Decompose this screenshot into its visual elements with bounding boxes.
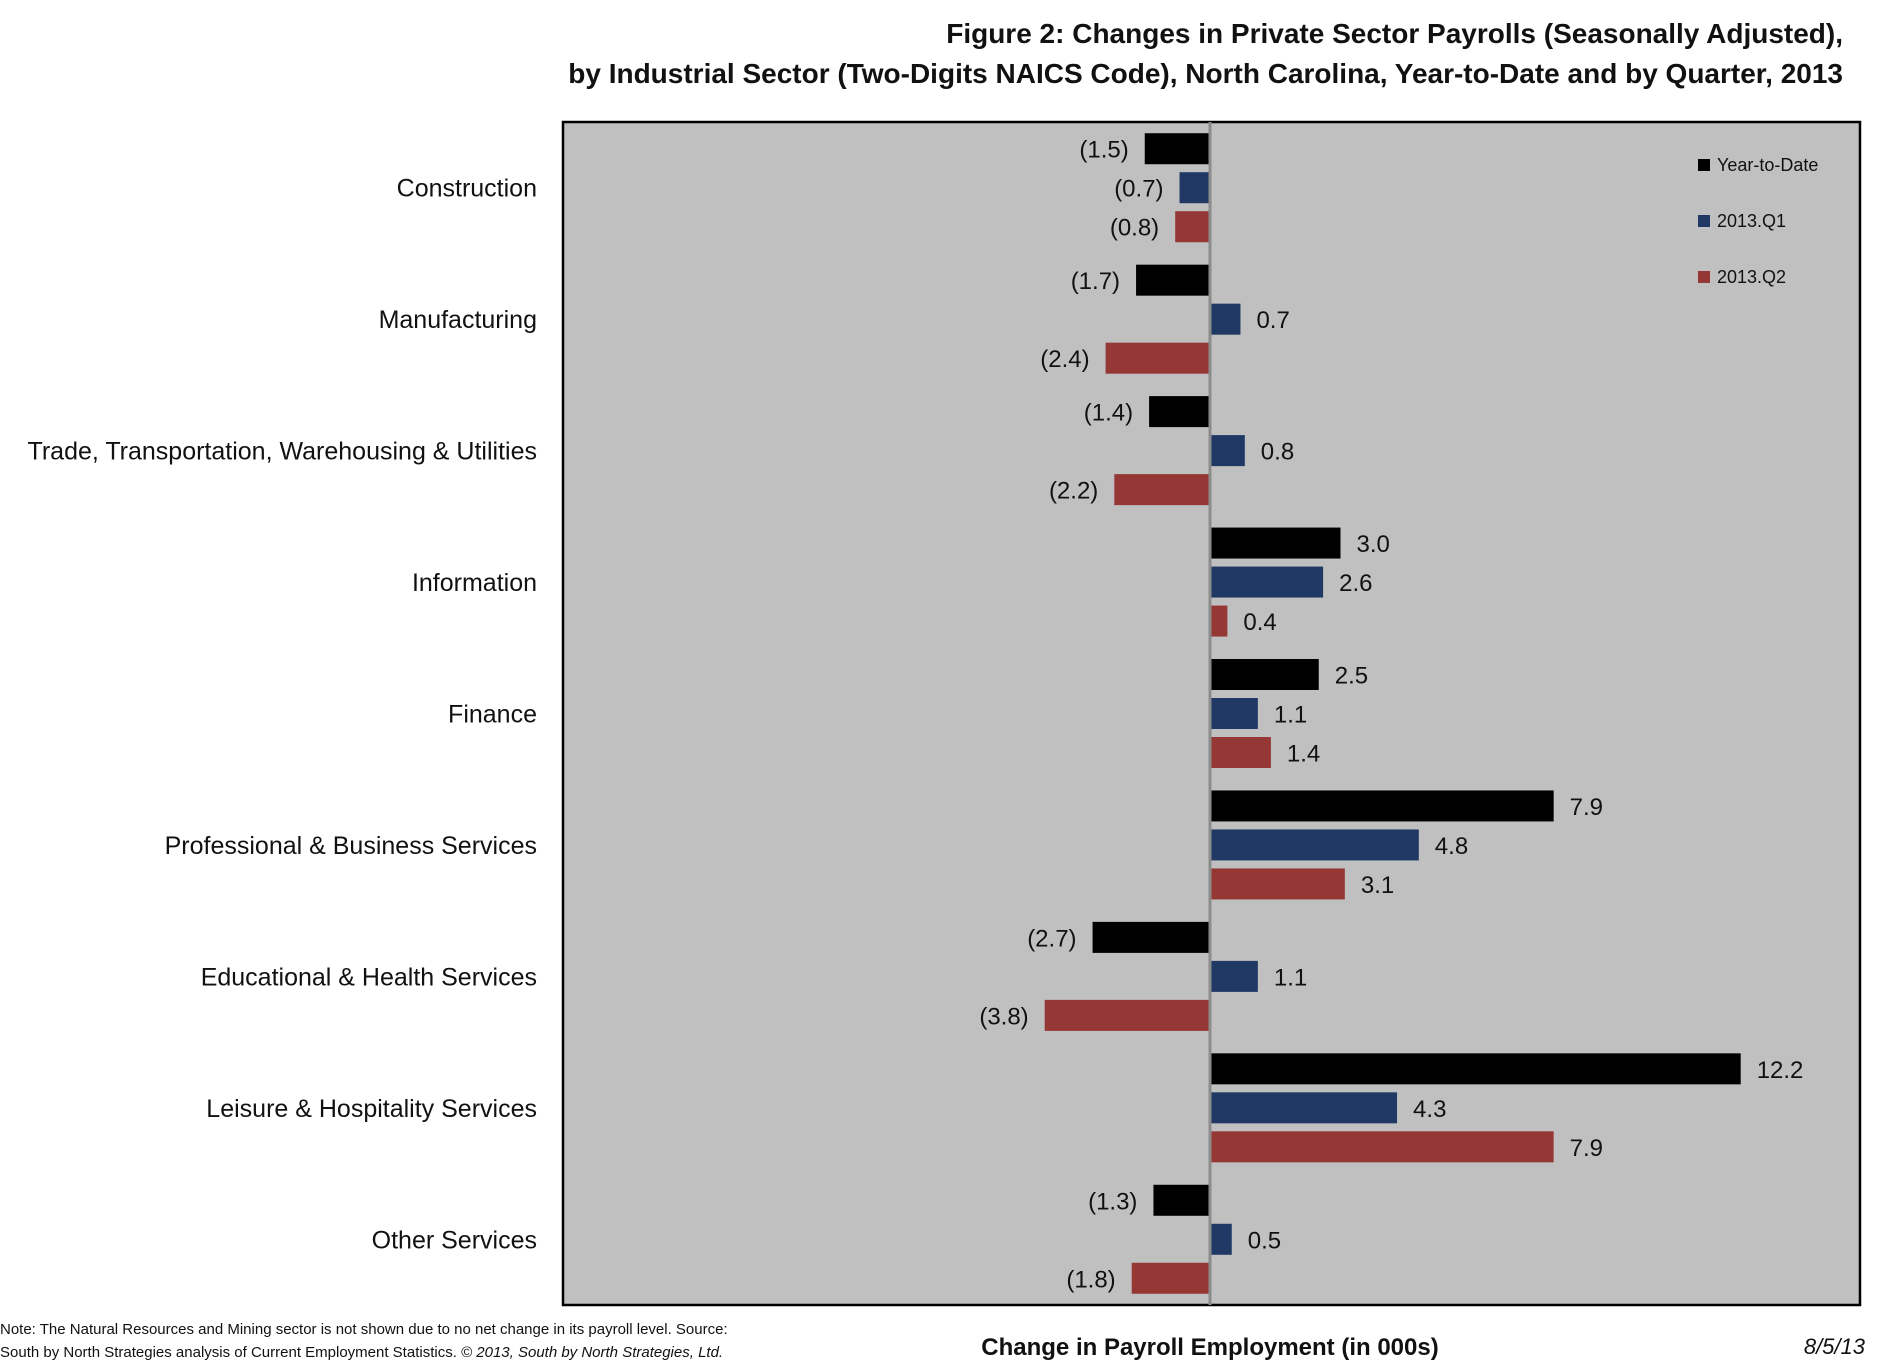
bar-2013-q1 <box>1210 698 1258 729</box>
data-label: 7.9 <box>1570 1135 1603 1162</box>
data-label: (2.4) <box>1040 346 1089 373</box>
data-label: 0.7 <box>1256 307 1289 334</box>
bar-year-to-date <box>1136 264 1210 296</box>
x-axis-title: Change in Payroll Employment (in 000s) <box>981 1334 1439 1361</box>
data-label: 1.1 <box>1274 702 1307 729</box>
category-label: Other Services <box>372 1226 537 1254</box>
footer-source: South by North Strategies analysis of Cu… <box>0 1341 880 1364</box>
data-label: (1.4) <box>1084 400 1133 427</box>
legend-swatch <box>1698 271 1710 283</box>
bar-2013-q1 <box>1179 172 1210 204</box>
data-label: (0.8) <box>1110 215 1159 242</box>
bar-2013-q1 <box>1210 829 1419 861</box>
bar-2013-q2 <box>1210 737 1271 768</box>
bar-2013-q2 <box>1131 1262 1210 1294</box>
category-label: Finance <box>448 701 537 729</box>
data-label: 1.4 <box>1287 741 1320 768</box>
bar-2013-q1 <box>1210 960 1258 992</box>
bar-2013-q1 <box>1210 1223 1232 1255</box>
data-label: 1.1 <box>1274 964 1307 991</box>
data-label: (1.3) <box>1088 1188 1137 1215</box>
bar-2013-q2 <box>1210 868 1345 900</box>
data-label: 2.6 <box>1339 570 1372 597</box>
category-label: Manufacturing <box>379 306 537 334</box>
bar-year-to-date <box>1210 659 1319 690</box>
footer-copyright: © 2013, South by North Strategies, Ltd. <box>461 1344 724 1361</box>
category-label: Educational & Health Services <box>201 963 537 991</box>
bar-year-to-date <box>1144 133 1210 165</box>
category-label: Professional & Business Services <box>165 832 537 860</box>
data-label: (0.7) <box>1114 176 1163 203</box>
data-label: (1.8) <box>1066 1266 1115 1293</box>
bar-2013-q1 <box>1210 566 1324 598</box>
legend-label: 2013.Q2 <box>1717 267 1786 287</box>
legend-label: 2013.Q1 <box>1717 211 1786 231</box>
bar-year-to-date <box>1210 1053 1741 1085</box>
data-label: (2.7) <box>1027 925 1076 952</box>
data-label: 3.0 <box>1357 531 1390 558</box>
bar-2013-q2 <box>1210 1131 1554 1163</box>
data-label: (1.7) <box>1071 268 1120 295</box>
bar-2013-q2 <box>1210 605 1228 637</box>
bar-2013-q2 <box>1105 342 1210 374</box>
data-label: (1.5) <box>1079 137 1128 164</box>
category-label: Trade, Transportation, Warehousing & Uti… <box>28 438 538 466</box>
data-label: (3.8) <box>979 1003 1028 1030</box>
footer-note-text: Note: The Natural Resources and Mining s… <box>0 1321 728 1338</box>
bar-2013-q1 <box>1210 435 1245 467</box>
bar-2013-q1 <box>1210 1092 1398 1124</box>
footer-source-text: South by North Strategies analysis of Cu… <box>0 1344 457 1361</box>
bar-2013-q2 <box>1175 211 1210 243</box>
bar-2013-q2 <box>1044 999 1210 1031</box>
legend-swatch <box>1698 215 1710 227</box>
bar-year-to-date <box>1210 527 1341 559</box>
bar-2013-q2 <box>1114 474 1210 506</box>
bar-year-to-date <box>1149 396 1210 428</box>
data-label: 7.9 <box>1570 794 1603 821</box>
category-label: Leisure & Hospitality Services <box>206 1095 537 1123</box>
data-label: 0.8 <box>1261 439 1294 466</box>
legend-label: Year-to-Date <box>1717 155 1818 175</box>
data-label: 0.5 <box>1248 1227 1281 1254</box>
chart-title: Figure 2: Changes in Private Sector Payr… <box>43 14 1843 94</box>
data-label: 4.3 <box>1413 1096 1446 1123</box>
data-label: (2.2) <box>1049 478 1098 505</box>
category-label: Construction <box>397 175 537 203</box>
bar-year-to-date <box>1210 790 1554 822</box>
data-label: 3.1 <box>1361 872 1394 899</box>
bar-2013-q1 <box>1210 303 1241 335</box>
bar-year-to-date <box>1092 921 1210 953</box>
category-label: Information <box>412 569 537 597</box>
data-label: 4.8 <box>1435 833 1468 860</box>
chart-title-line-2: by Industrial Sector (Two-Digits NAICS C… <box>568 58 1843 89</box>
data-label: 0.4 <box>1243 609 1276 636</box>
legend-swatch <box>1698 159 1710 171</box>
chart-title-line-1: Figure 2: Changes in Private Sector Payr… <box>946 18 1843 49</box>
data-label: 12.2 <box>1757 1057 1804 1084</box>
data-label: 2.5 <box>1335 663 1368 690</box>
footer-note: Note: The Natural Resources and Mining s… <box>0 1318 880 1364</box>
bar-year-to-date <box>1153 1184 1210 1216</box>
date-stamp: 8/5/13 <box>1803 1334 1865 1359</box>
